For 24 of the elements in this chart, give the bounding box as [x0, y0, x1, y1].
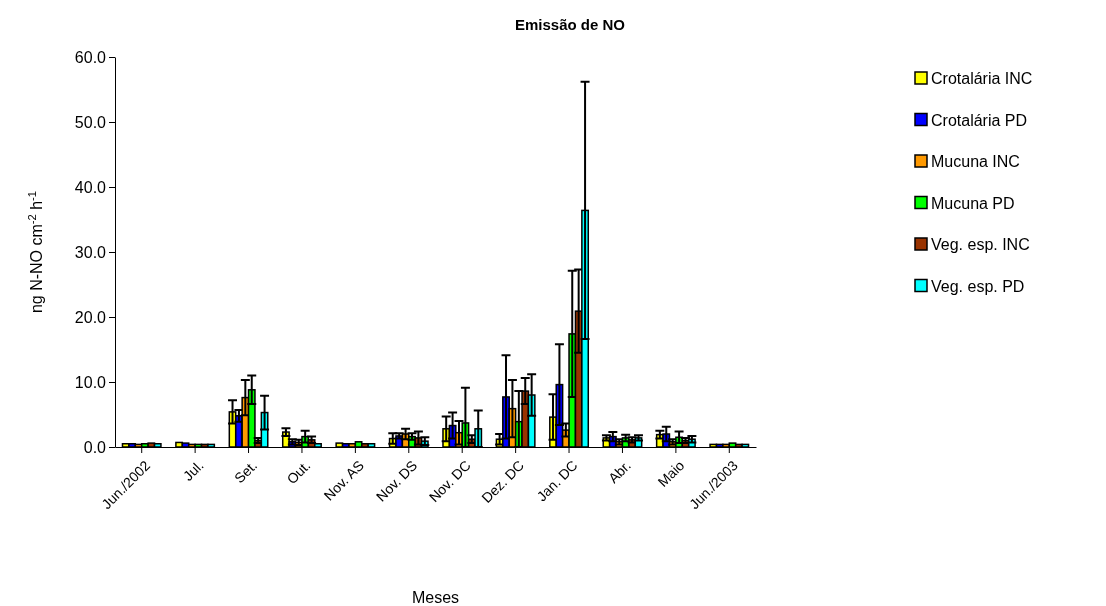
y-tick-label: 60.0 [74, 48, 107, 66]
y-tick-label: 40.0 [74, 178, 107, 196]
y-tick-label: 50.0 [74, 113, 107, 131]
x-tick-label: Set. [231, 457, 261, 487]
legend-label: Mucuna INC [931, 153, 1020, 170]
x-tick-label: Abr. [605, 457, 634, 487]
x-tick-label: Jan. DC [533, 457, 581, 505]
x-tick-label: Jul. [179, 457, 207, 484]
x-tick-label: Nov. DS [372, 457, 421, 505]
y-tick-label: 20.0 [74, 308, 107, 326]
legend-label: Veg. esp. INC [931, 236, 1030, 253]
y-tick-label: 10.0 [74, 373, 107, 391]
legend-label: Veg. esp. PD [931, 277, 1025, 295]
x-axis-title: Meses [411, 589, 460, 606]
x-tick-label: Nov. DC [425, 457, 474, 506]
legend-label: Crotalária PD [931, 111, 1028, 129]
y-tick-label: 30.0 [74, 243, 107, 261]
legend-label: Mucuna PD [931, 194, 1015, 212]
x-tick-label: Out. [283, 457, 314, 488]
x-tick-label: Nov. AS [320, 457, 367, 504]
y-tick-label: 0.0 [83, 438, 107, 456]
x-tick-label: Dez. DC [478, 457, 528, 506]
legend-label: Crotalária INC [931, 70, 1033, 87]
chart-title: Emissão de NO [514, 16, 626, 33]
